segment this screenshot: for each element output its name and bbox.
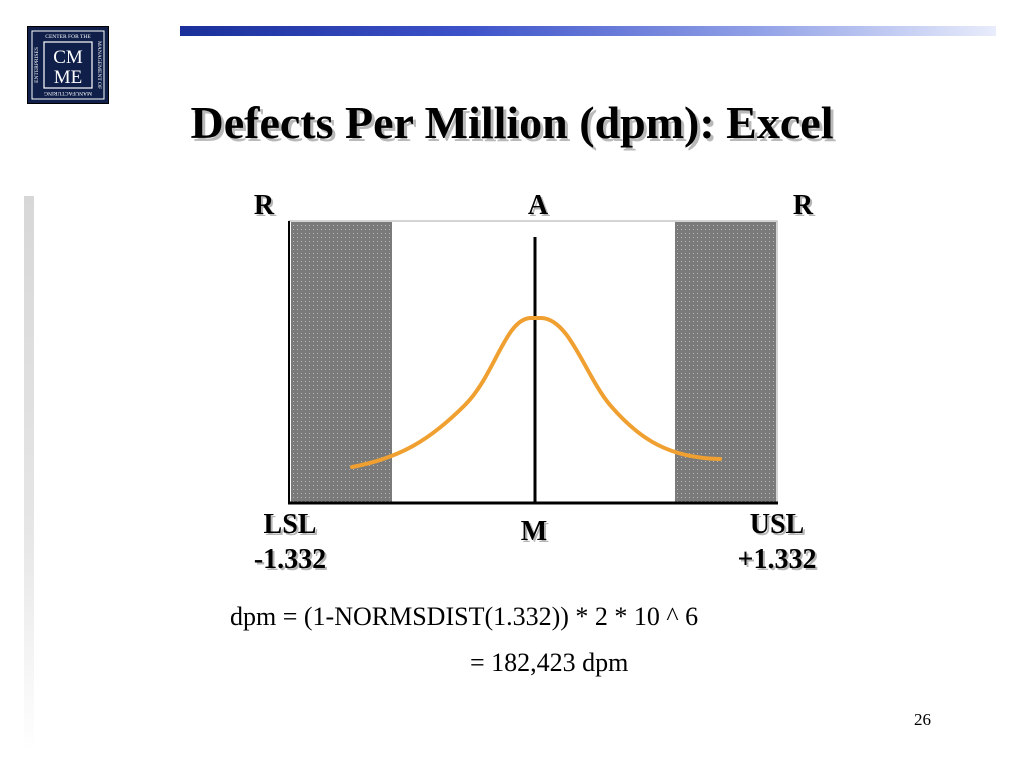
label-r-right: R (793, 190, 814, 221)
slide-title: Defects Per Million (dpm): Excel (190, 97, 834, 148)
label-lsl-shadow: LSL (266, 511, 319, 542)
normal-distribution-curve (350, 316, 722, 469)
label-lsl-value-shadow: -1.332 (256, 546, 328, 577)
label-a: A (528, 190, 549, 221)
label-m-shadow: M (523, 518, 549, 549)
normal-curve-diagram: R R A A R R LSL LSL -1.332 -1.332 M M US… (254, 190, 819, 577)
logo-ring-text-top: CENTER FOR THE (45, 34, 91, 40)
label-a-shadow: A (530, 192, 551, 223)
reject-region-left (291, 222, 392, 502)
label-usl-shadow: USL (752, 511, 806, 542)
cmme-logo: CENTER FOR THE MANUFACTURING ENTERPRISES… (27, 26, 109, 104)
label-usl-value: +1.332 (738, 544, 817, 575)
label-lsl: LSL (264, 509, 317, 540)
formula-line-2: = 182,423 dpm (470, 648, 629, 677)
label-r-left-shadow: R (256, 192, 277, 223)
logo-ring-text-bottom: MANUFACTURING (44, 90, 92, 96)
formula-line-1: dpm = (1-NORMSDIST(1.332)) * 2 * 10 ^ 6 (230, 602, 699, 631)
logo-main-text-2: ME (54, 67, 83, 88)
reject-region-right (675, 222, 776, 502)
page-number: 26 (914, 710, 931, 729)
label-lsl-value: -1.332 (254, 544, 326, 575)
logo-ring-text-left: ENTERPRISES (34, 47, 40, 83)
label-r-right-shadow: R (795, 192, 816, 223)
side-accent-bar (24, 196, 34, 752)
label-usl-value-shadow: +1.332 (740, 546, 819, 577)
label-m: M (521, 516, 547, 547)
logo-main-text-1: CM (53, 47, 83, 68)
label-usl: USL (750, 509, 804, 540)
label-r-left: R (254, 190, 275, 221)
top-accent-bar (180, 26, 996, 36)
logo-ring-text-right: MANAGEMENT OF (96, 41, 102, 89)
